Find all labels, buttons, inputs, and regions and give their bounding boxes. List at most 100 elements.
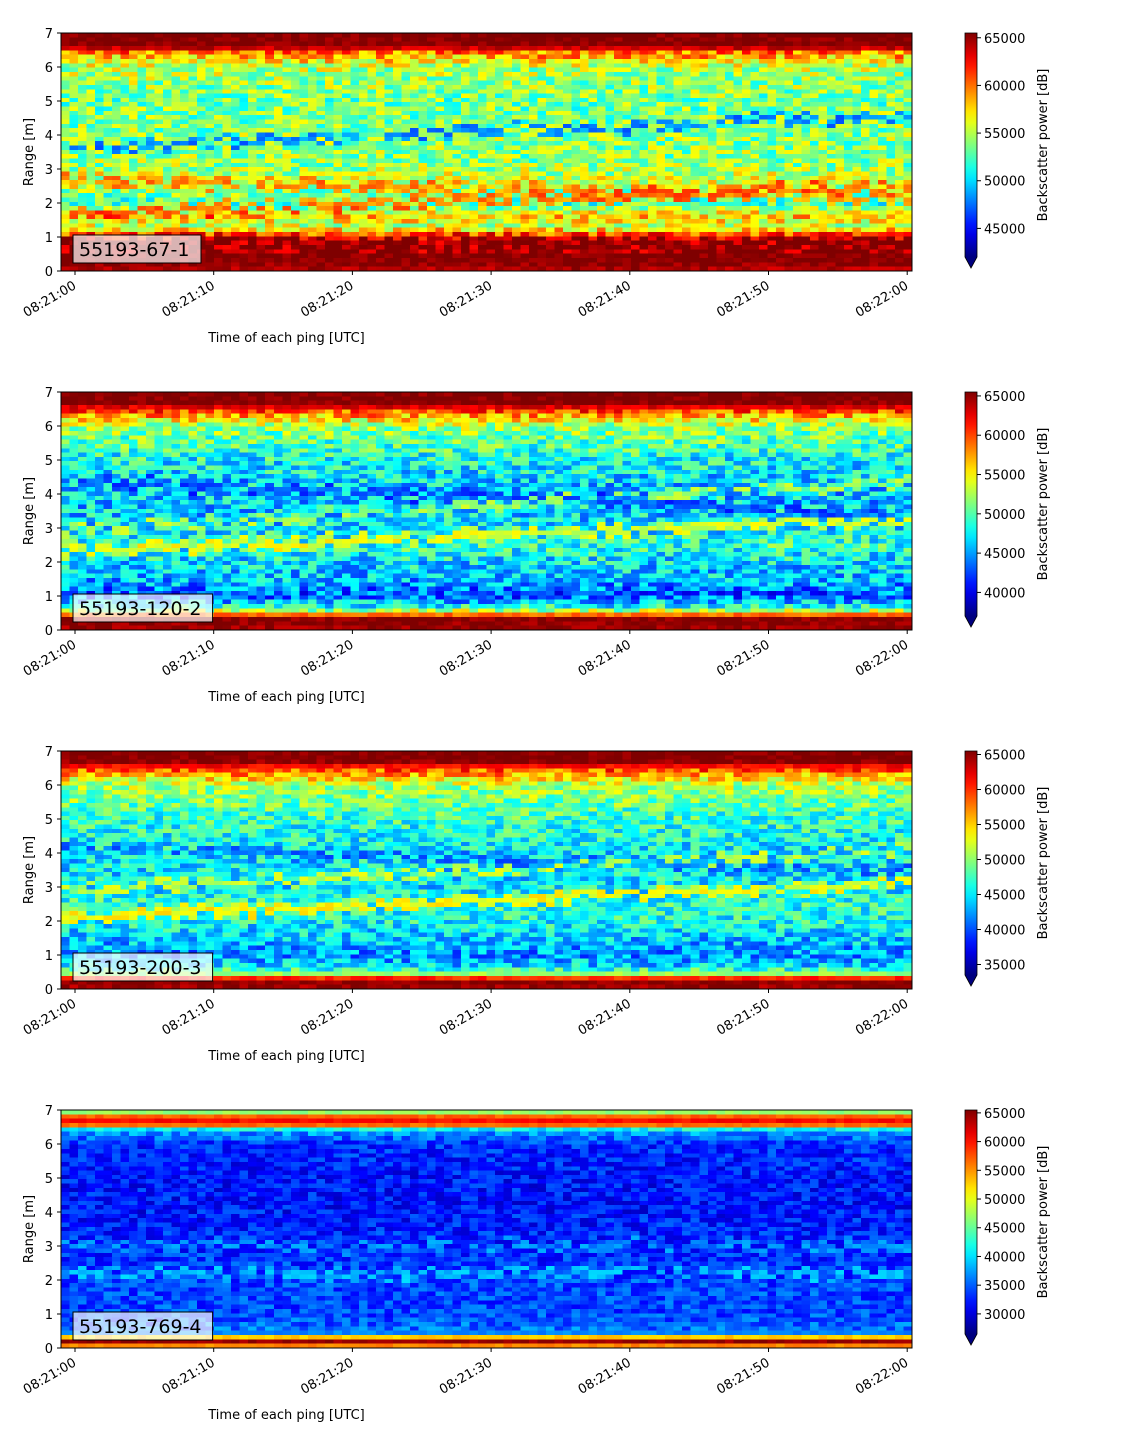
colorbar-tick-label: 40000 [984,1250,1025,1265]
y-tick-label: 1 [45,590,53,605]
y-tick-label: 0 [45,983,53,998]
chart-panel-3: 0 1 2 3 4 5 6 7 08:21:00 08:21:10 08:21:20 08:21:30… [21,745,1051,1064]
colorbar-tick-label: 45000 [984,1222,1025,1237]
colorbar-tick-label: 60000 [984,79,1025,94]
colorbar-extend-arrow [965,257,977,268]
chart-panel-1: 0 1 2 3 4 5 6 7 08:21:00 08:21:10 08:21:20 08:21:30… [21,27,1051,346]
dataset-label: 55193-200-3 [79,957,202,979]
heatmap-cells [61,392,912,630]
y-axis-label: Range [m] [22,477,37,545]
y-tick-label: 2 [45,556,53,571]
plot-frame [60,391,913,631]
y-tick-label: 7 [45,27,53,42]
y-tick-label: 2 [45,1274,53,1289]
x-tick-label: 08:21:40 [576,278,634,320]
x-tick-label: 08:21:40 [576,1355,634,1397]
x-tick-label: 08:21:10 [160,996,218,1038]
dataset-label: 55193-769-4 [79,1316,202,1338]
x-tick-label: 08:21:40 [576,996,634,1038]
y-tick-label: 5 [45,454,53,469]
dataset-label: 55193-67-1 [79,239,189,261]
y-tick-label: 6 [45,61,53,76]
colorbar-label: Backscatter power [dB] [1036,428,1051,581]
chart-panel-2: 0 1 2 3 4 5 6 7 08:21:00 08:21:10 08:21:20 08:21:30… [21,386,1051,705]
colorbar-tick-label: 45000 [984,222,1025,237]
colorbar-tick-label: 50000 [984,175,1025,190]
x-tick-label: 08:21:40 [576,637,634,679]
y-axis-label: Range [m] [22,118,37,186]
x-tick-label: 08:22:00 [853,278,911,320]
colorbar-tick-label: 55000 [984,127,1025,142]
y-tick-label: 6 [45,1138,53,1153]
colorbar-tick-label: 65000 [984,749,1025,764]
colorbar-tick-label: 65000 [984,1107,1025,1122]
x-tick-label: 08:21:50 [714,637,772,679]
colorbar-frame [964,750,978,987]
x-tick-label: 08:21:50 [714,996,772,1038]
colorbar-tick-label: 65000 [984,32,1025,47]
x-tick-label: 08:21:00 [21,637,79,679]
colorbar [965,751,977,975]
x-tick-label: 08:21:30 [437,637,495,679]
label-box [72,234,202,264]
colorbar-tick-label: 40000 [984,924,1025,939]
colorbar-tick-label: 60000 [984,784,1025,799]
colorbar-extend-arrow [965,1334,977,1345]
plot-frame [60,1109,913,1349]
x-axis-label: Time of each ping [UTC] [207,331,365,346]
x-tick-label: 08:22:00 [853,1355,911,1397]
x-tick-label: 08:22:00 [853,996,911,1038]
colorbar-extend-arrow [965,616,977,627]
x-tick-label: 08:21:20 [298,637,356,679]
y-tick-label: 2 [45,197,53,212]
x-tick-label: 08:21:00 [21,1355,79,1397]
colorbar-tick-label: 50000 [984,508,1025,523]
dataset-label: 55193-120-2 [79,598,202,620]
y-tick-label: 7 [45,745,53,760]
colorbar-tick-label: 40000 [984,586,1025,601]
label-box [72,593,214,623]
y-tick-label: 3 [45,163,53,178]
y-tick-label: 7 [45,386,53,401]
colorbar-tick-label: 55000 [984,469,1025,484]
colorbar-tick-label: 60000 [984,1136,1025,1151]
colorbar-frame [964,32,978,269]
y-tick-label: 0 [45,265,53,280]
x-tick-label: 08:21:30 [437,278,495,320]
x-tick-label: 08:21:20 [298,996,356,1038]
x-tick-label: 08:21:30 [437,1355,495,1397]
x-tick-label: 08:21:20 [298,1355,356,1397]
label-box [72,952,214,982]
y-tick-label: 6 [45,420,53,435]
y-tick-label: 3 [45,1240,53,1255]
x-tick-label: 08:21:00 [21,996,79,1038]
colorbar-extend-arrow [965,975,977,986]
colorbar-tick-label: 50000 [984,854,1025,869]
heatmap-cells [61,751,912,989]
colorbar-tick-label: 55000 [984,819,1025,834]
colorbar [965,33,977,257]
y-tick-label: 7 [45,1104,53,1119]
heatmap-cells [61,1110,912,1348]
colorbar-frame [964,1109,978,1346]
x-tick-label: 08:21:30 [437,996,495,1038]
x-tick-label: 08:21:50 [714,1355,772,1397]
y-tick-label: 1 [45,949,53,964]
colorbar-tick-label: 55000 [984,1164,1025,1179]
x-tick-label: 08:22:00 [853,637,911,679]
y-tick-label: 3 [45,881,53,896]
colorbar [965,1110,977,1334]
y-axis-label: Range [m] [22,836,37,904]
y-tick-label: 4 [45,129,53,144]
y-tick-label: 5 [45,1172,53,1187]
colorbar-tick-label: 30000 [984,1308,1025,1323]
y-tick-label: 0 [45,624,53,639]
label-box [72,1311,214,1341]
colorbar [965,392,977,616]
y-tick-label: 3 [45,522,53,537]
colorbar-tick-label: 50000 [984,1193,1025,1208]
y-tick-label: 0 [45,1342,53,1357]
plot-frame [60,750,913,990]
